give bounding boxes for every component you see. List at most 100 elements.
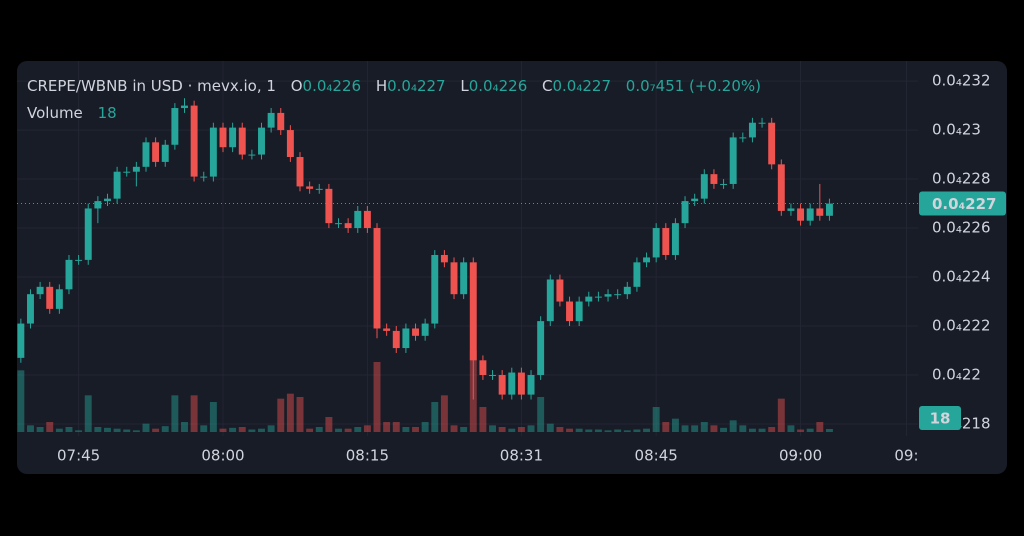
candle-body bbox=[17, 323, 25, 358]
candle-body bbox=[739, 137, 747, 139]
volume-bar bbox=[373, 362, 381, 432]
volume-bar bbox=[816, 422, 824, 432]
volume-bar bbox=[691, 425, 699, 432]
volume-bar bbox=[383, 422, 391, 432]
volume-bar bbox=[537, 397, 545, 432]
y-tick-label: 0.0₄22 bbox=[932, 366, 981, 384]
candle-body bbox=[123, 171, 131, 173]
candle-body bbox=[171, 108, 179, 145]
candle-body bbox=[469, 262, 477, 361]
volume-bar bbox=[94, 427, 102, 432]
volume-bar bbox=[652, 407, 660, 432]
volume-bar bbox=[354, 427, 362, 432]
candle-body bbox=[421, 323, 429, 336]
volume-bar bbox=[181, 422, 188, 432]
candle-body bbox=[566, 301, 574, 322]
candle-body bbox=[498, 375, 506, 395]
candle-body bbox=[777, 164, 785, 211]
volume-bar bbox=[142, 423, 150, 432]
candle-body bbox=[238, 127, 246, 155]
volume-bar bbox=[604, 430, 612, 432]
volume-bar bbox=[806, 428, 814, 432]
volume-bar bbox=[190, 395, 198, 432]
volume-bar bbox=[344, 428, 352, 432]
candle-body bbox=[325, 188, 333, 224]
volume-bar bbox=[431, 402, 439, 432]
volume-bar bbox=[777, 398, 785, 432]
candle-body bbox=[594, 296, 602, 298]
legend-label: H bbox=[376, 77, 387, 95]
volume-bar bbox=[758, 428, 766, 432]
candle-body bbox=[373, 228, 381, 329]
candle-body bbox=[402, 328, 410, 349]
volume-bar bbox=[768, 427, 776, 432]
volume-bar bbox=[75, 430, 83, 432]
volume-bar bbox=[296, 397, 304, 432]
volume-bar bbox=[277, 398, 285, 432]
candle-body bbox=[354, 210, 362, 229]
candle-body bbox=[335, 223, 342, 225]
candle-body bbox=[825, 203, 833, 216]
volume-bar bbox=[123, 429, 131, 432]
chart-title: CREPE/WBNB in USD · mevx.io, 1 bbox=[27, 77, 276, 95]
candle-body bbox=[46, 286, 54, 309]
volume-bar bbox=[575, 428, 583, 432]
volume-value: 18 bbox=[98, 104, 117, 122]
candle-body bbox=[65, 259, 73, 290]
candle-body bbox=[460, 262, 468, 295]
candle-body bbox=[219, 127, 227, 148]
candle-body bbox=[84, 208, 92, 260]
volume-bar bbox=[209, 402, 217, 432]
candle-body bbox=[412, 328, 419, 336]
candle-body bbox=[36, 286, 44, 295]
candle-body bbox=[142, 142, 150, 167]
candle-body bbox=[517, 372, 525, 395]
legend-label: C bbox=[542, 77, 552, 95]
volume-bar bbox=[623, 430, 631, 432]
legend-value: 0.0₄227 bbox=[553, 77, 612, 95]
candle-body bbox=[94, 201, 102, 209]
candle-body bbox=[132, 166, 140, 172]
candle-body bbox=[431, 254, 439, 324]
volume-bar bbox=[460, 427, 468, 432]
volume-bar bbox=[671, 418, 679, 432]
candle-body bbox=[229, 127, 237, 148]
candle-body bbox=[768, 122, 776, 165]
volume-bar bbox=[65, 427, 73, 432]
candle-body bbox=[296, 157, 304, 187]
volume-bar bbox=[825, 429, 833, 432]
volume-bar bbox=[517, 427, 525, 432]
volume-bar bbox=[219, 428, 227, 432]
candle-body bbox=[27, 294, 34, 324]
candle-body bbox=[181, 105, 188, 109]
volume-badge-label: 18 bbox=[930, 410, 951, 428]
volume-bar bbox=[556, 427, 564, 432]
candle-body bbox=[652, 228, 660, 258]
volume-bar bbox=[392, 422, 400, 432]
candle-body bbox=[585, 296, 593, 302]
volume-bar bbox=[633, 429, 641, 432]
candle-body bbox=[681, 201, 689, 224]
candle-body bbox=[623, 286, 631, 295]
x-tick-label: 07:45 bbox=[57, 447, 100, 465]
volume-bar bbox=[113, 428, 121, 432]
candle-body bbox=[200, 176, 208, 178]
y-tick-label: 0.0₄232 bbox=[932, 72, 991, 90]
candle-body bbox=[344, 223, 352, 229]
candle-body bbox=[537, 321, 545, 376]
candle-body bbox=[113, 171, 121, 199]
volume-bar bbox=[17, 370, 25, 432]
candle-body bbox=[508, 372, 516, 395]
volume-bar bbox=[489, 425, 496, 432]
candle-body bbox=[248, 154, 256, 156]
volume-bar bbox=[267, 425, 275, 432]
plot-area bbox=[17, 98, 918, 432]
volume-bar bbox=[527, 425, 535, 432]
candle-body bbox=[209, 127, 217, 177]
candle-body bbox=[306, 186, 314, 189]
legend-value: 0.0₄227 bbox=[387, 77, 446, 95]
volume-bar bbox=[161, 426, 169, 432]
x-tick-label: 09:00 bbox=[779, 447, 822, 465]
volume-bar bbox=[421, 422, 429, 432]
